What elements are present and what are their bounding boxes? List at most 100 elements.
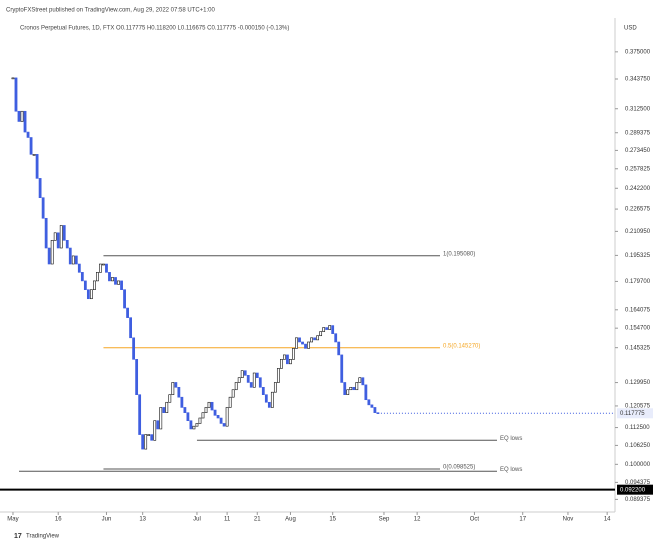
candle bbox=[216, 415, 220, 419]
candle bbox=[83, 280, 87, 290]
y-tick-label: 0.112500 bbox=[625, 425, 650, 431]
candle bbox=[292, 348, 295, 360]
candle bbox=[255, 372, 259, 378]
chart-subtitle: Cronos Perpetual Futures, 1D, FTX O0.117… bbox=[20, 26, 289, 32]
currency: USD bbox=[624, 26, 637, 32]
y-tick-label: 0.343750 bbox=[625, 77, 651, 83]
candle bbox=[346, 389, 350, 395]
y-tick-label: 0.242200 bbox=[625, 186, 651, 192]
candle bbox=[126, 307, 129, 318]
level-label: 0(0.098525) bbox=[443, 465, 475, 471]
candle bbox=[11, 77, 15, 80]
x-tick-label: 13 bbox=[139, 517, 146, 523]
y-tick-label: 0.120575 bbox=[625, 404, 651, 410]
candle bbox=[195, 423, 199, 427]
candle bbox=[370, 404, 374, 408]
candle bbox=[165, 401, 169, 413]
candle bbox=[99, 263, 102, 273]
footer: TradingView bbox=[26, 534, 60, 540]
x-tick-label: Nov bbox=[563, 517, 574, 523]
candle bbox=[273, 382, 277, 393]
x-tick-label: 12 bbox=[414, 517, 421, 523]
y-tick-label: 0.145325 bbox=[625, 345, 651, 351]
candle bbox=[186, 412, 190, 422]
last-price-box bbox=[617, 408, 653, 419]
candle bbox=[307, 341, 310, 349]
marked-level-box bbox=[617, 484, 653, 495]
candle bbox=[150, 434, 154, 441]
candle bbox=[123, 289, 126, 309]
candle bbox=[313, 337, 316, 341]
x-tick-label: 16 bbox=[55, 517, 62, 523]
candle bbox=[102, 263, 105, 266]
candle bbox=[249, 382, 253, 388]
candle bbox=[237, 377, 241, 383]
y-tick-label: 0.312500 bbox=[625, 106, 651, 112]
candle bbox=[68, 247, 72, 265]
y-tick-label: 0.210950 bbox=[625, 229, 651, 235]
y-tick-label: 0.106250 bbox=[625, 443, 651, 449]
candle bbox=[331, 325, 335, 334]
candle bbox=[180, 396, 184, 408]
candle bbox=[29, 137, 33, 155]
candle bbox=[35, 154, 39, 179]
candle bbox=[44, 217, 48, 249]
candle bbox=[264, 394, 268, 403]
candle bbox=[367, 399, 371, 406]
candle bbox=[89, 289, 93, 300]
candle bbox=[114, 277, 117, 285]
level-label: 1(0.195080) bbox=[443, 251, 475, 257]
candle bbox=[361, 377, 365, 386]
candle bbox=[295, 337, 298, 349]
candle bbox=[23, 110, 27, 133]
candle bbox=[41, 197, 45, 219]
y-tick-label: 0.289375 bbox=[625, 130, 651, 136]
level-label: 0.5(0.145270) bbox=[443, 343, 480, 349]
candle bbox=[240, 370, 244, 378]
candle bbox=[210, 401, 214, 411]
candle bbox=[322, 327, 326, 332]
candle bbox=[252, 372, 256, 388]
candle bbox=[261, 386, 265, 395]
candle bbox=[198, 417, 202, 424]
candle bbox=[340, 354, 344, 383]
candle bbox=[71, 255, 75, 265]
y-tick-label: 0.375000 bbox=[625, 49, 651, 55]
candle bbox=[53, 232, 57, 241]
candle bbox=[14, 77, 18, 112]
candle bbox=[86, 289, 90, 300]
candle bbox=[174, 382, 178, 388]
candle bbox=[267, 401, 271, 408]
chart-title: CryptoFXStreet published on TradingView.… bbox=[6, 8, 216, 14]
y-tick-label: 0.257825 bbox=[625, 166, 651, 172]
candle bbox=[316, 335, 320, 341]
y-tick-label: 0.226575 bbox=[625, 207, 651, 213]
y-tick-label: 0.179700 bbox=[625, 279, 651, 285]
y-tick-label: 0.094375 bbox=[625, 480, 651, 486]
y-tick-label: 0.164075 bbox=[625, 307, 651, 313]
candle bbox=[304, 343, 307, 349]
y-tick-label: 0.195325 bbox=[625, 253, 651, 259]
candle bbox=[120, 280, 123, 290]
candle bbox=[373, 407, 377, 413]
candle bbox=[343, 382, 347, 395]
logo: 17 bbox=[14, 533, 22, 540]
candle bbox=[32, 154, 36, 156]
candle bbox=[234, 382, 238, 391]
x-tick-label: Oct bbox=[470, 517, 480, 523]
candle bbox=[189, 420, 193, 430]
candle bbox=[50, 240, 54, 265]
candle bbox=[117, 280, 120, 285]
candle bbox=[129, 317, 133, 339]
candle bbox=[334, 333, 338, 343]
x-tick-label: 15 bbox=[329, 517, 336, 523]
candle bbox=[280, 359, 283, 369]
candle bbox=[17, 110, 21, 122]
candle bbox=[192, 425, 196, 430]
candle bbox=[153, 420, 157, 441]
candle bbox=[47, 247, 51, 265]
candle bbox=[132, 337, 136, 360]
level-label: EQ lows bbox=[500, 467, 522, 473]
x-tick-label: May bbox=[7, 517, 18, 523]
